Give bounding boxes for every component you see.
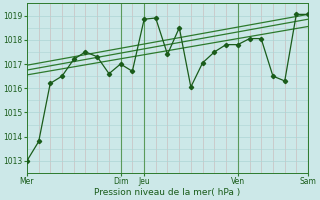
X-axis label: Pression niveau de la mer( hPa ): Pression niveau de la mer( hPa ) bbox=[94, 188, 241, 197]
